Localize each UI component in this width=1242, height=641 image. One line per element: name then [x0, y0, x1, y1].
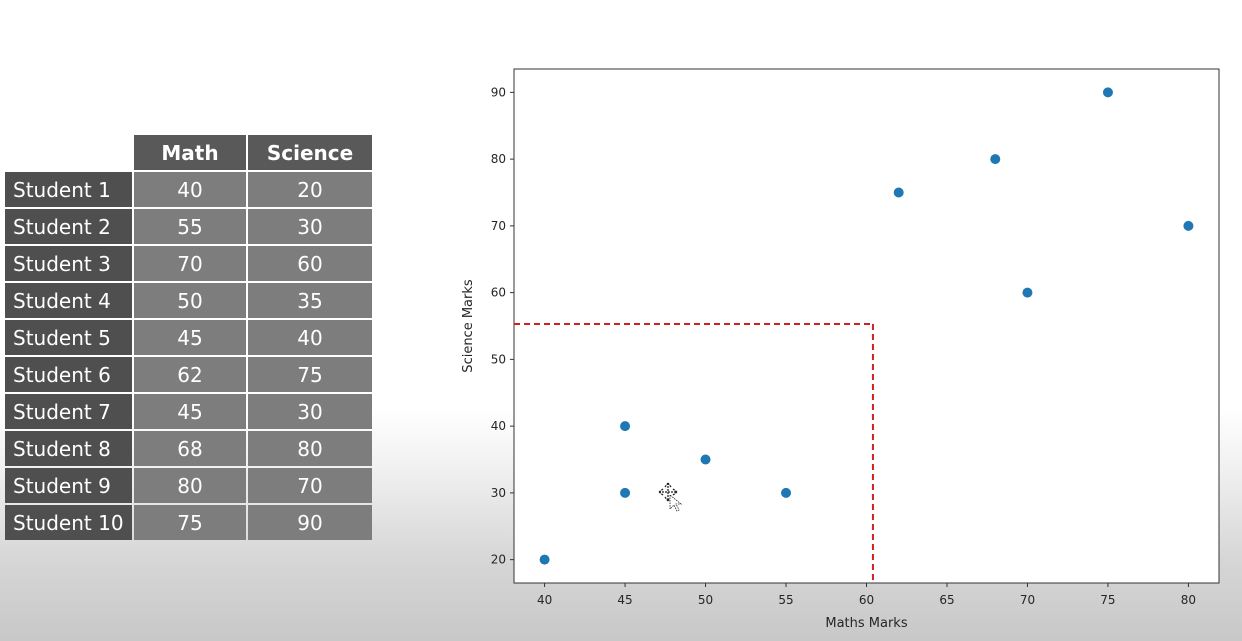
x-tick-label: 60 [859, 593, 874, 607]
math-cell: 68 [134, 431, 246, 466]
y-tick-label: 40 [491, 419, 506, 433]
column-header-science: Science [248, 135, 372, 170]
row-label: Student 3 [5, 246, 132, 281]
x-tick-label: 50 [698, 593, 713, 607]
math-cell: 45 [134, 320, 246, 355]
x-tick-label: 70 [1020, 593, 1035, 607]
x-tick-label: 65 [939, 593, 954, 607]
math-cell: 80 [134, 468, 246, 503]
science-cell: 35 [248, 283, 372, 318]
table-row: Student 1 40 20 [5, 172, 372, 207]
x-tick-label: 80 [1181, 593, 1196, 607]
math-cell: 50 [134, 283, 246, 318]
row-label: Student 1 [5, 172, 132, 207]
data-point [539, 554, 550, 565]
science-cell: 30 [248, 209, 372, 244]
science-cell: 20 [248, 172, 372, 207]
y-tick-label: 70 [491, 219, 506, 233]
plot-area [513, 68, 1220, 584]
data-point [620, 421, 631, 432]
x-tick-label: 40 [537, 593, 552, 607]
y-tick-label: 20 [491, 553, 506, 567]
row-label: Student 6 [5, 357, 132, 392]
student-marks-table: Math Science Student 1 40 20 Student 2 5… [3, 133, 374, 542]
y-tick-label: 60 [491, 286, 506, 300]
data-points [539, 87, 1194, 565]
table-row: Student 7 45 30 [5, 394, 372, 429]
y-tick-label: 50 [491, 352, 506, 366]
row-label: Student 10 [5, 505, 132, 540]
row-label: Student 9 [5, 468, 132, 503]
y-axis-title: Science Marks [461, 279, 476, 373]
table-row: Student 5 45 40 [5, 320, 372, 355]
data-point [990, 154, 1001, 165]
science-cell: 30 [248, 394, 372, 429]
table-row: Student 2 55 30 [5, 209, 372, 244]
table-row: Student 9 80 70 [5, 468, 372, 503]
data-point [1022, 287, 1033, 298]
data-point [1102, 87, 1113, 98]
science-cell: 70 [248, 468, 372, 503]
data-point [893, 187, 904, 198]
data-point [700, 454, 711, 465]
row-label: Student 8 [5, 431, 132, 466]
x-tick-label: 55 [778, 593, 793, 607]
y-tick-label: 80 [491, 152, 506, 166]
science-cell: 90 [248, 505, 372, 540]
x-tick-label: 45 [617, 593, 632, 607]
column-header-math: Math [134, 135, 246, 170]
axis-ticks: 40 45 50 55 60 65 70 75 80 20 30 40 50 60 70 80 90 [491, 85, 1196, 607]
row-label: Student 5 [5, 320, 132, 355]
math-cell: 75 [134, 505, 246, 540]
math-cell: 70 [134, 246, 246, 281]
row-label: Student 7 [5, 394, 132, 429]
table-row: Student 10 75 90 [5, 505, 372, 540]
table-row: Student 6 62 75 [5, 357, 372, 392]
science-cell: 40 [248, 320, 372, 355]
table-row: Student 4 50 35 [5, 283, 372, 318]
x-tick-label: 75 [1100, 593, 1115, 607]
data-point [1183, 220, 1194, 231]
math-cell: 55 [134, 209, 246, 244]
move-cursor-icon [658, 482, 683, 512]
row-label: Student 2 [5, 209, 132, 244]
data-point [620, 487, 631, 498]
math-cell: 40 [134, 172, 246, 207]
table-header-row: Math Science [5, 135, 372, 170]
row-label: Student 4 [5, 283, 132, 318]
science-cell: 80 [248, 431, 372, 466]
y-tick-label: 90 [491, 85, 506, 99]
y-tick-label: 30 [491, 486, 506, 500]
science-cell: 75 [248, 357, 372, 392]
table-row: Student 3 70 60 [5, 246, 372, 281]
threshold-lines [514, 322, 874, 583]
science-cell: 60 [248, 246, 372, 281]
data-point [781, 487, 792, 498]
table-row: Student 8 68 80 [5, 431, 372, 466]
math-cell: 62 [134, 357, 246, 392]
math-cell: 45 [134, 394, 246, 429]
x-axis-title: Maths Marks [825, 616, 907, 631]
